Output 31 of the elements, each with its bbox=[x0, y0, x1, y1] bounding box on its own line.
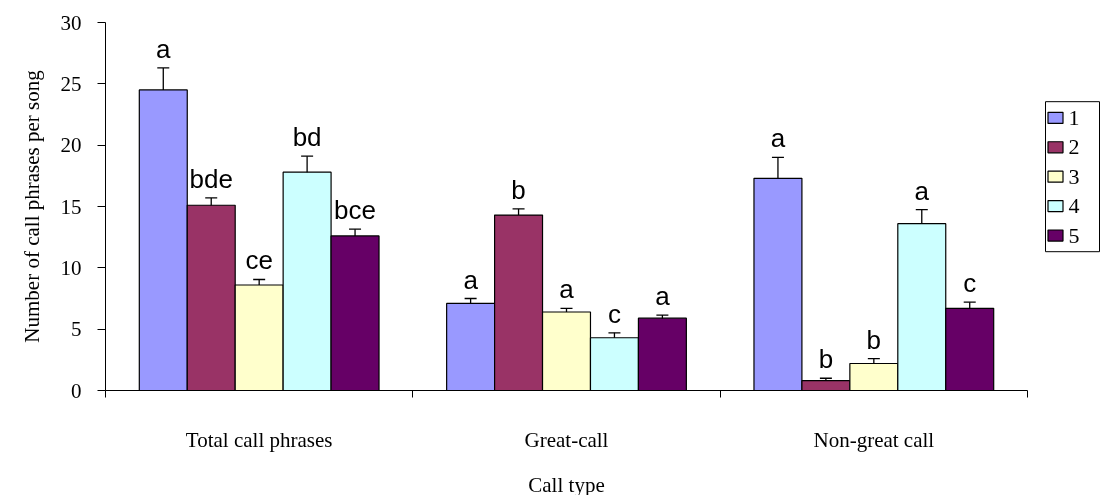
data-label: bde bbox=[189, 163, 233, 194]
y-tick-label: 0 bbox=[71, 378, 82, 403]
x-tick-label: Great-call bbox=[524, 427, 609, 452]
data-label: c bbox=[607, 298, 621, 329]
data-label: b bbox=[818, 344, 834, 375]
x-tick-label: Non-great call bbox=[813, 427, 935, 452]
legend-label: 3 bbox=[1068, 163, 1080, 189]
data-label: a bbox=[914, 175, 930, 206]
legend-label: 4 bbox=[1068, 193, 1080, 219]
data-label: a bbox=[156, 33, 172, 64]
legend-label: 1 bbox=[1068, 104, 1080, 130]
legend-label: 5 bbox=[1068, 222, 1080, 248]
x-tick-label: Total call phrases bbox=[185, 427, 333, 452]
data-label: a bbox=[559, 274, 575, 305]
data-label: a bbox=[655, 281, 671, 312]
data-label: a bbox=[463, 264, 479, 295]
data-label: b bbox=[511, 174, 526, 205]
y-tick-label: 20 bbox=[60, 133, 82, 158]
data-label: bd bbox=[292, 122, 322, 153]
data-label: b bbox=[866, 324, 882, 355]
data-label: c bbox=[963, 268, 977, 299]
y-axis-title: Number of call phrases per song bbox=[19, 69, 44, 343]
data-label: ce bbox=[245, 245, 273, 276]
y-tick-label: 30 bbox=[60, 10, 82, 35]
y-tick-label: 25 bbox=[60, 71, 82, 96]
data-label: bce bbox=[334, 195, 377, 226]
y-tick-label: 10 bbox=[60, 255, 82, 280]
y-tick-label: 5 bbox=[71, 317, 82, 342]
data-label: a bbox=[770, 123, 786, 154]
y-tick-label: 15 bbox=[60, 194, 82, 219]
legend-label: 2 bbox=[1068, 134, 1080, 160]
